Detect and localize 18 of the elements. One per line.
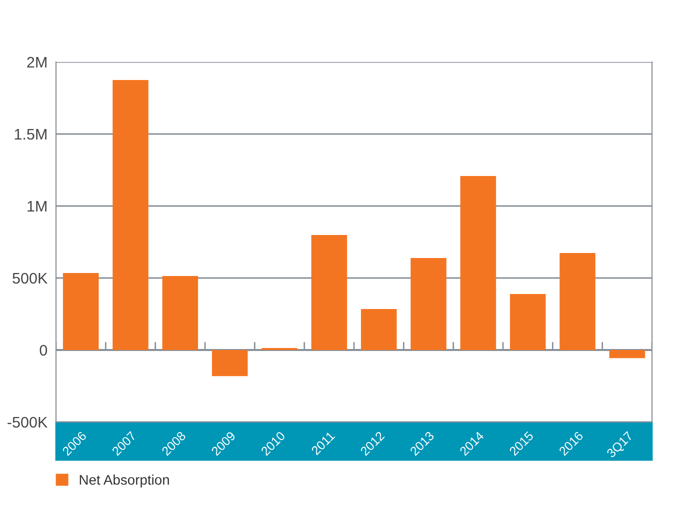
bar	[62, 272, 99, 350]
y-tick-label: 0	[40, 344, 48, 356]
y-tick-label: 500K	[12, 272, 48, 284]
bar	[410, 258, 446, 350]
legend-label: Net Absorption	[80, 474, 169, 488]
y-tick-label: 1M	[28, 201, 46, 212]
bar	[510, 294, 546, 350]
bar	[609, 350, 646, 358]
bar	[360, 308, 397, 350]
y-tick-label: 2M	[27, 56, 46, 68]
bar	[460, 176, 496, 350]
y-tick-label: 1.5M	[14, 129, 46, 140]
bar	[311, 234, 348, 350]
bar	[212, 350, 248, 376]
bar	[112, 80, 148, 350]
bar	[162, 276, 198, 350]
y-tick-label: -500K	[8, 416, 48, 428]
bar	[560, 252, 596, 350]
